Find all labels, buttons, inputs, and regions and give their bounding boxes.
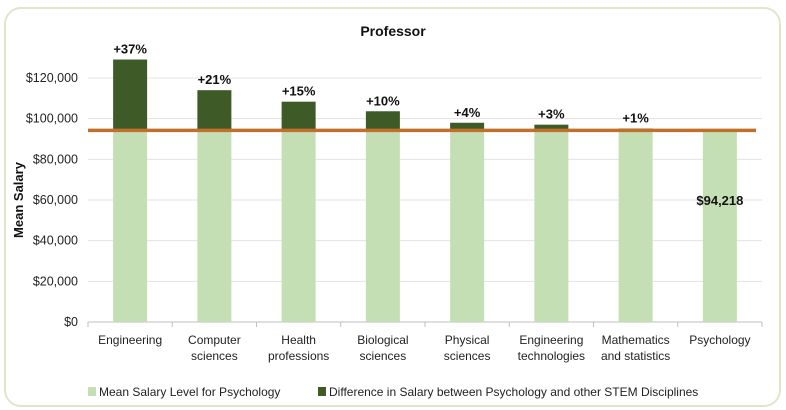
x-category-label: Computer xyxy=(188,333,241,347)
data-label: +1% xyxy=(622,111,649,126)
x-category-label: Psychology xyxy=(689,333,750,347)
bar-psychology-base xyxy=(281,130,316,322)
bar-difference xyxy=(113,59,148,131)
data-label: $94,218 xyxy=(696,193,743,208)
data-label: +3% xyxy=(538,107,565,122)
data-label: +4% xyxy=(454,105,481,120)
bar-psychology-base xyxy=(365,130,400,322)
y-tick-label: $0 xyxy=(64,315,78,329)
x-category-label: professions xyxy=(268,349,329,363)
x-category-label: Physical xyxy=(445,333,490,347)
y-tick-label: $120,000 xyxy=(26,71,78,85)
legend-swatch xyxy=(88,387,96,396)
x-category-label: sciences xyxy=(360,349,407,363)
bar-psychology-base xyxy=(534,130,569,322)
bar-difference xyxy=(281,101,316,131)
bar-difference xyxy=(197,90,232,131)
y-tick-label: $20,000 xyxy=(33,274,78,288)
x-category-label: sciences xyxy=(444,349,491,363)
data-label: +37% xyxy=(113,42,147,57)
x-category-label: technologies xyxy=(518,349,585,363)
y-tick-label: $40,000 xyxy=(33,234,78,248)
bar-psychology-base xyxy=(113,130,148,322)
bar-difference xyxy=(534,124,569,131)
y-axis-label: Mean Salary xyxy=(11,161,26,238)
x-category-label: Health xyxy=(281,333,316,347)
data-label: +21% xyxy=(198,72,232,87)
chart-title: Professor xyxy=(360,23,426,39)
bar-psychology-base xyxy=(702,130,737,322)
x-category-label: Mathematics xyxy=(602,333,670,347)
bar-difference xyxy=(450,122,485,131)
x-category-label: and statistics xyxy=(601,349,670,363)
bar-psychology-base xyxy=(450,130,485,322)
legend-swatch xyxy=(318,387,326,396)
y-tick-label: $100,000 xyxy=(26,112,78,126)
bar-psychology-base xyxy=(618,130,653,322)
data-label: +10% xyxy=(366,93,400,108)
data-label: +15% xyxy=(282,84,316,99)
x-category-label: Biological xyxy=(357,333,408,347)
bar-difference xyxy=(365,111,400,131)
x-category-label: sciences xyxy=(191,349,238,363)
x-category-label: Engineering xyxy=(98,333,162,347)
bar-psychology-base xyxy=(197,130,232,322)
legend-label: Difference in Salary between Psychology … xyxy=(329,385,698,399)
legend-label: Mean Salary Level for Psychology xyxy=(99,385,280,399)
legend: Mean Salary Level for Psychology Differen… xyxy=(88,385,698,399)
y-tick-label: $60,000 xyxy=(33,193,78,207)
y-tick-label: $80,000 xyxy=(33,152,78,166)
x-category-label: Engineering xyxy=(519,333,583,347)
